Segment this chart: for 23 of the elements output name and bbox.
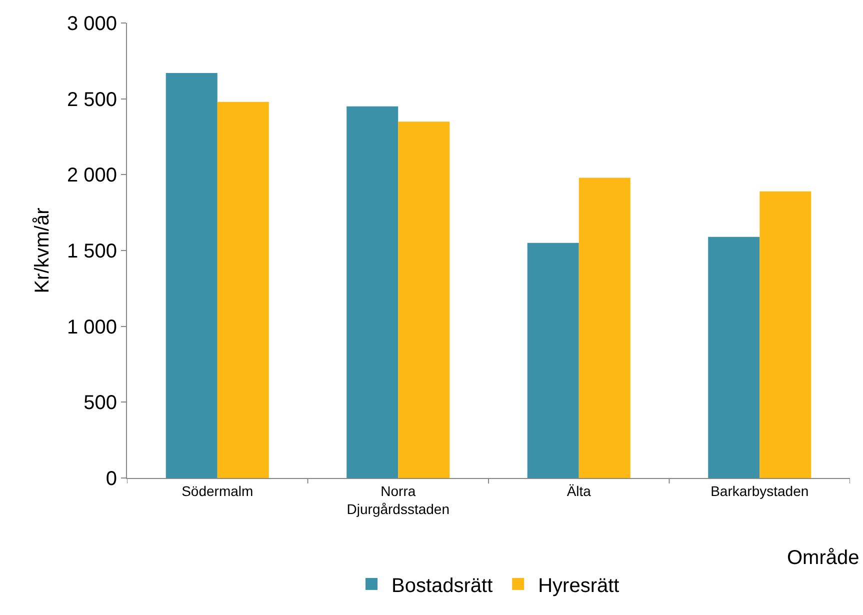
x-axis-title: Område	[787, 547, 860, 569]
bar	[527, 242, 579, 478]
x-tick-label: Älta	[566, 482, 592, 499]
y-tick-label: 500	[84, 392, 117, 414]
bar	[166, 73, 218, 478]
bar	[760, 191, 812, 478]
x-tick-label: Barkarbystaden	[710, 482, 809, 499]
bar	[708, 236, 760, 478]
y-axis-title: Kr/kvm/år	[31, 207, 54, 294]
y-tick-label: 1 500	[66, 240, 117, 262]
bar	[398, 122, 450, 478]
legend-label: Bostadsrätt	[392, 574, 494, 597]
y-tick-label: 0	[106, 468, 117, 490]
y-tick-label: 1 000	[66, 316, 117, 338]
y-tick-label: 2 000	[66, 164, 117, 187]
bar	[217, 102, 269, 478]
x-tick-label: Norra Djurgårdsstaden	[346, 482, 450, 517]
bar	[578, 178, 630, 478]
bar	[346, 106, 398, 478]
legend-label: Hyresrätt	[538, 574, 620, 597]
y-tick-label: 3 000	[66, 13, 117, 35]
x-tick-label: Södermalm	[182, 482, 254, 499]
y-tick-label: 2 500	[66, 88, 117, 111]
